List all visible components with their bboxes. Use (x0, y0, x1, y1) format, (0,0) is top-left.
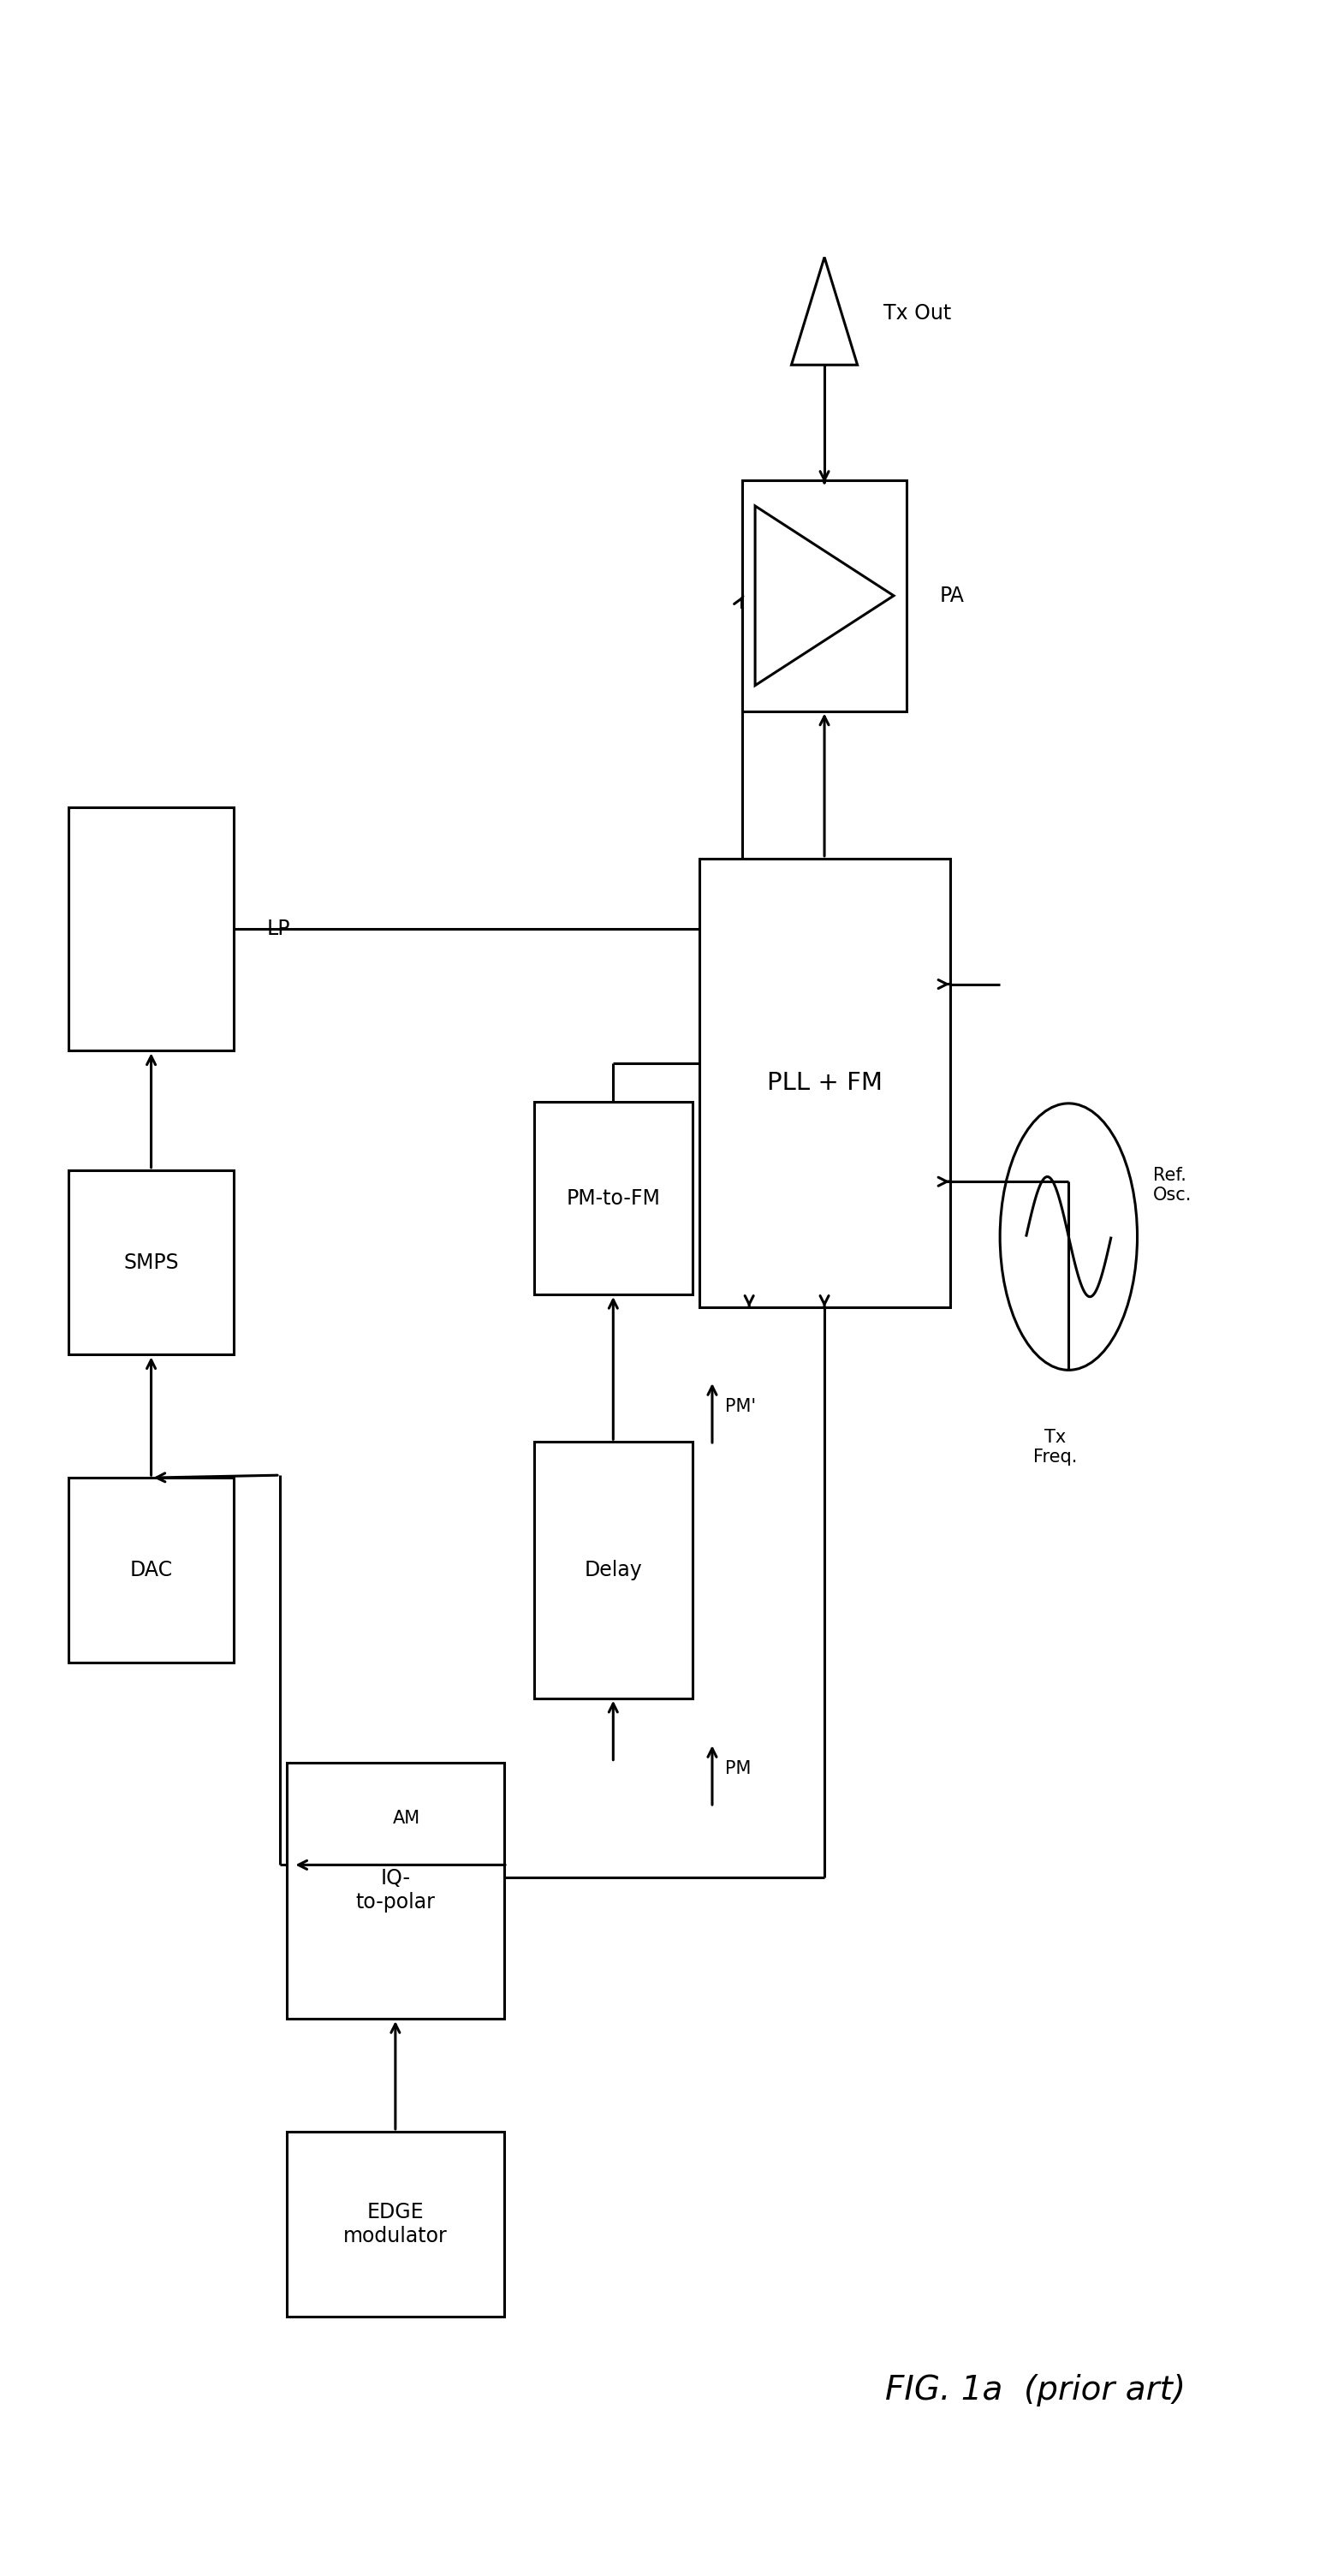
Text: PM': PM' (726, 1399, 757, 1414)
Text: SMPS: SMPS (124, 1252, 178, 1273)
FancyBboxPatch shape (286, 2130, 505, 2316)
Text: AM: AM (393, 1811, 421, 1826)
Text: FIG. 1a  (prior art): FIG. 1a (prior art) (886, 2375, 1185, 2406)
FancyBboxPatch shape (534, 1443, 693, 1698)
Text: Delay: Delay (585, 1561, 642, 1579)
FancyBboxPatch shape (69, 1479, 233, 1662)
Text: PLL + FM: PLL + FM (767, 1072, 882, 1095)
Text: PM-to-FM: PM-to-FM (566, 1188, 661, 1208)
FancyBboxPatch shape (69, 1170, 233, 1355)
FancyBboxPatch shape (534, 1103, 693, 1293)
Text: IQ-
to-polar: IQ- to-polar (356, 1868, 436, 1914)
Text: DAC: DAC (129, 1561, 173, 1579)
FancyBboxPatch shape (69, 806, 233, 1051)
FancyBboxPatch shape (742, 479, 907, 711)
FancyBboxPatch shape (699, 858, 950, 1306)
Text: Tx
Freq.: Tx Freq. (1034, 1430, 1078, 1466)
FancyBboxPatch shape (286, 1762, 505, 2020)
Text: PM: PM (726, 1759, 751, 1777)
Text: Ref.
Osc.: Ref. Osc. (1154, 1167, 1192, 1203)
Text: Tx Out: Tx Out (884, 304, 951, 325)
Text: EDGE
modulator: EDGE modulator (344, 2202, 448, 2246)
Text: PA: PA (940, 585, 964, 605)
Text: LP: LP (266, 920, 290, 940)
